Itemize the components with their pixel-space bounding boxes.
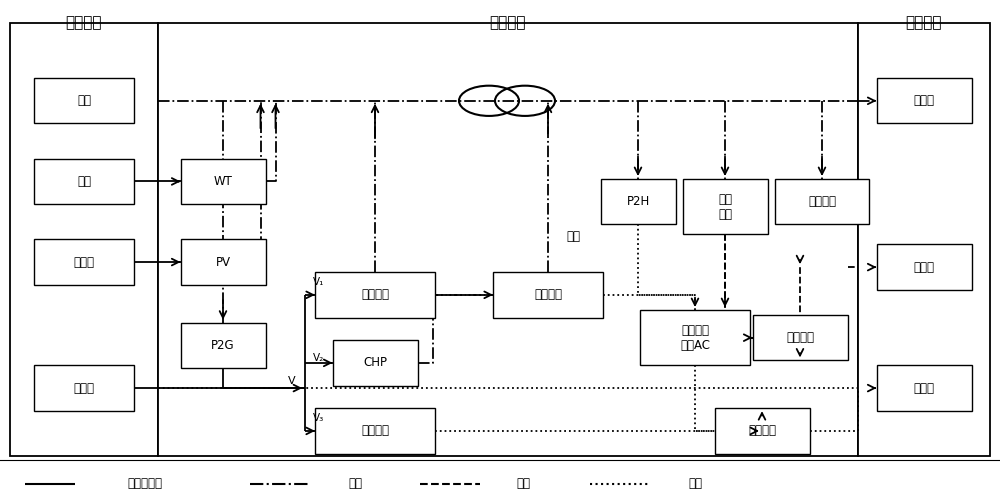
FancyBboxPatch shape (876, 244, 972, 290)
FancyBboxPatch shape (640, 310, 750, 365)
Text: 废热: 废热 (566, 230, 580, 243)
FancyBboxPatch shape (34, 78, 134, 123)
FancyBboxPatch shape (180, 239, 266, 285)
Text: 电流: 电流 (348, 477, 362, 490)
FancyBboxPatch shape (493, 272, 603, 318)
Text: P2G: P2G (211, 339, 235, 352)
Text: 输入能源: 输入能源 (66, 15, 102, 30)
Text: 冷负荷: 冷负荷 (914, 261, 934, 274)
FancyBboxPatch shape (315, 408, 435, 454)
Text: 蓄冷设备: 蓄冷设备 (786, 331, 814, 344)
FancyBboxPatch shape (714, 408, 810, 454)
Text: WT: WT (214, 175, 232, 188)
Text: 冷流: 冷流 (516, 477, 530, 490)
Text: V: V (288, 375, 296, 386)
Text: V₁: V₁ (313, 277, 324, 287)
Text: 其他能源流: 其他能源流 (128, 477, 162, 490)
Text: 储热设备: 储热设备 (748, 424, 776, 437)
Text: 太阳能: 太阳能 (74, 256, 94, 269)
FancyBboxPatch shape (332, 340, 418, 386)
FancyBboxPatch shape (774, 179, 869, 224)
Text: 电制
冷机: 电制 冷机 (718, 193, 732, 221)
FancyBboxPatch shape (10, 23, 158, 456)
Text: 输出能源: 输出能源 (906, 15, 942, 30)
Text: 热负荷: 热负荷 (914, 382, 934, 395)
Text: 电负荷: 电负荷 (914, 94, 934, 107)
FancyBboxPatch shape (180, 159, 266, 204)
Text: 余热锅炉: 余热锅炉 (534, 288, 562, 301)
FancyBboxPatch shape (158, 23, 858, 456)
FancyBboxPatch shape (34, 159, 134, 204)
Text: 辅助锅炉: 辅助锅炉 (361, 424, 389, 437)
Text: 热流: 热流 (688, 477, 702, 490)
FancyBboxPatch shape (682, 179, 768, 234)
Text: 吸收式制
冷机AC: 吸收式制 冷机AC (680, 324, 710, 352)
Text: V₃: V₃ (313, 413, 324, 423)
Text: 天然气: 天然气 (74, 382, 94, 395)
Text: 能源枢纽: 能源枢纽 (490, 15, 526, 30)
FancyBboxPatch shape (600, 179, 676, 224)
FancyBboxPatch shape (876, 365, 972, 411)
Text: V₂: V₂ (313, 353, 324, 363)
Text: PV: PV (216, 256, 230, 269)
FancyBboxPatch shape (315, 272, 435, 318)
FancyBboxPatch shape (753, 315, 848, 360)
FancyBboxPatch shape (34, 239, 134, 285)
Text: 电网: 电网 (77, 94, 91, 107)
FancyBboxPatch shape (34, 365, 134, 411)
Text: 燃气轮机: 燃气轮机 (361, 288, 389, 301)
FancyBboxPatch shape (876, 78, 972, 123)
FancyBboxPatch shape (180, 323, 266, 368)
Text: 风能: 风能 (77, 175, 91, 188)
FancyBboxPatch shape (858, 23, 990, 456)
Text: CHP: CHP (363, 356, 387, 369)
Text: 储电设备: 储电设备 (808, 195, 836, 208)
Text: P2H: P2H (626, 195, 650, 208)
